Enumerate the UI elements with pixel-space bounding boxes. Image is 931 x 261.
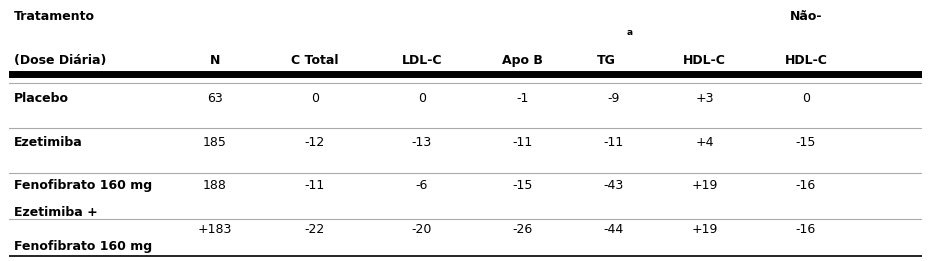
Text: 0: 0 bbox=[802, 92, 810, 105]
Text: a: a bbox=[627, 28, 633, 37]
Text: HDL-C: HDL-C bbox=[785, 54, 828, 67]
Text: C Total: C Total bbox=[291, 54, 339, 67]
Text: 63: 63 bbox=[207, 92, 223, 105]
Text: -16: -16 bbox=[796, 223, 816, 236]
Text: -20: -20 bbox=[412, 223, 432, 236]
Text: 188: 188 bbox=[203, 179, 226, 192]
Text: -9: -9 bbox=[607, 92, 619, 105]
Text: -6: -6 bbox=[415, 179, 428, 192]
Text: Fenofibrato 160 mg: Fenofibrato 160 mg bbox=[14, 240, 152, 253]
Text: 185: 185 bbox=[203, 136, 226, 149]
Text: 0: 0 bbox=[311, 92, 319, 105]
Text: -1: -1 bbox=[516, 92, 528, 105]
Text: -16: -16 bbox=[796, 179, 816, 192]
Text: Ezetimiba +: Ezetimiba + bbox=[14, 206, 98, 219]
Text: -12: -12 bbox=[304, 136, 325, 149]
Text: +19: +19 bbox=[692, 179, 718, 192]
Text: Ezetimiba: Ezetimiba bbox=[14, 136, 83, 149]
Text: LDL-C: LDL-C bbox=[401, 54, 442, 67]
Text: -15: -15 bbox=[796, 136, 816, 149]
Text: Fenofibrato 160 mg: Fenofibrato 160 mg bbox=[14, 179, 152, 192]
Text: HDL-C: HDL-C bbox=[683, 54, 726, 67]
Text: -11: -11 bbox=[512, 136, 533, 149]
Text: +3: +3 bbox=[695, 92, 714, 105]
Text: -11: -11 bbox=[304, 179, 325, 192]
Text: -15: -15 bbox=[512, 179, 533, 192]
Text: -22: -22 bbox=[304, 223, 325, 236]
Text: -11: -11 bbox=[603, 136, 624, 149]
Text: +19: +19 bbox=[692, 223, 718, 236]
Text: Não-: Não- bbox=[789, 10, 822, 23]
Text: +183: +183 bbox=[197, 223, 232, 236]
Text: -26: -26 bbox=[512, 223, 533, 236]
Text: 0: 0 bbox=[418, 92, 425, 105]
Text: N: N bbox=[209, 54, 220, 67]
Text: (Dose Diária): (Dose Diária) bbox=[14, 54, 106, 67]
Text: Placebo: Placebo bbox=[14, 92, 69, 105]
Text: -13: -13 bbox=[412, 136, 432, 149]
Text: Tratamento: Tratamento bbox=[14, 10, 95, 23]
Text: TG: TG bbox=[597, 54, 615, 67]
Text: -43: -43 bbox=[603, 179, 624, 192]
Text: +4: +4 bbox=[695, 136, 714, 149]
Text: Apo B: Apo B bbox=[502, 54, 543, 67]
Text: -44: -44 bbox=[603, 223, 624, 236]
